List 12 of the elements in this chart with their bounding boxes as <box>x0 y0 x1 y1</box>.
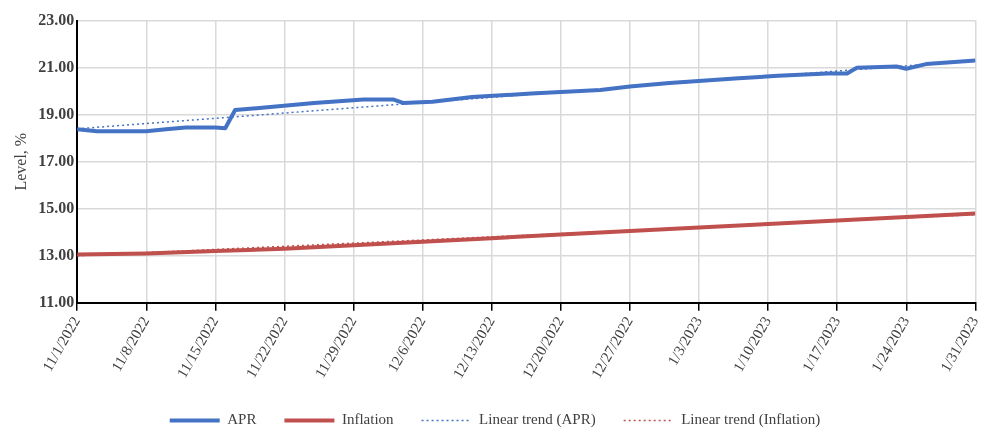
y-tick-label: 11.00 <box>39 292 75 310</box>
y-tick-label: 21.00 <box>38 57 75 75</box>
legend-label: Linear trend (Inflation) <box>681 411 821 429</box>
legend-label: APR <box>227 411 257 428</box>
legend-label: Linear trend (APR) <box>479 411 596 429</box>
y-tick-label: 19.00 <box>38 104 75 122</box>
y-tick-label: 17.00 <box>38 151 75 169</box>
y-tick-label: 13.00 <box>38 245 75 263</box>
y-tick-label: 23.00 <box>38 10 75 28</box>
legend-label: Inflation <box>341 411 395 428</box>
y-tick-label: 15.00 <box>38 198 75 216</box>
y-axis-title: Level, % <box>11 132 29 191</box>
